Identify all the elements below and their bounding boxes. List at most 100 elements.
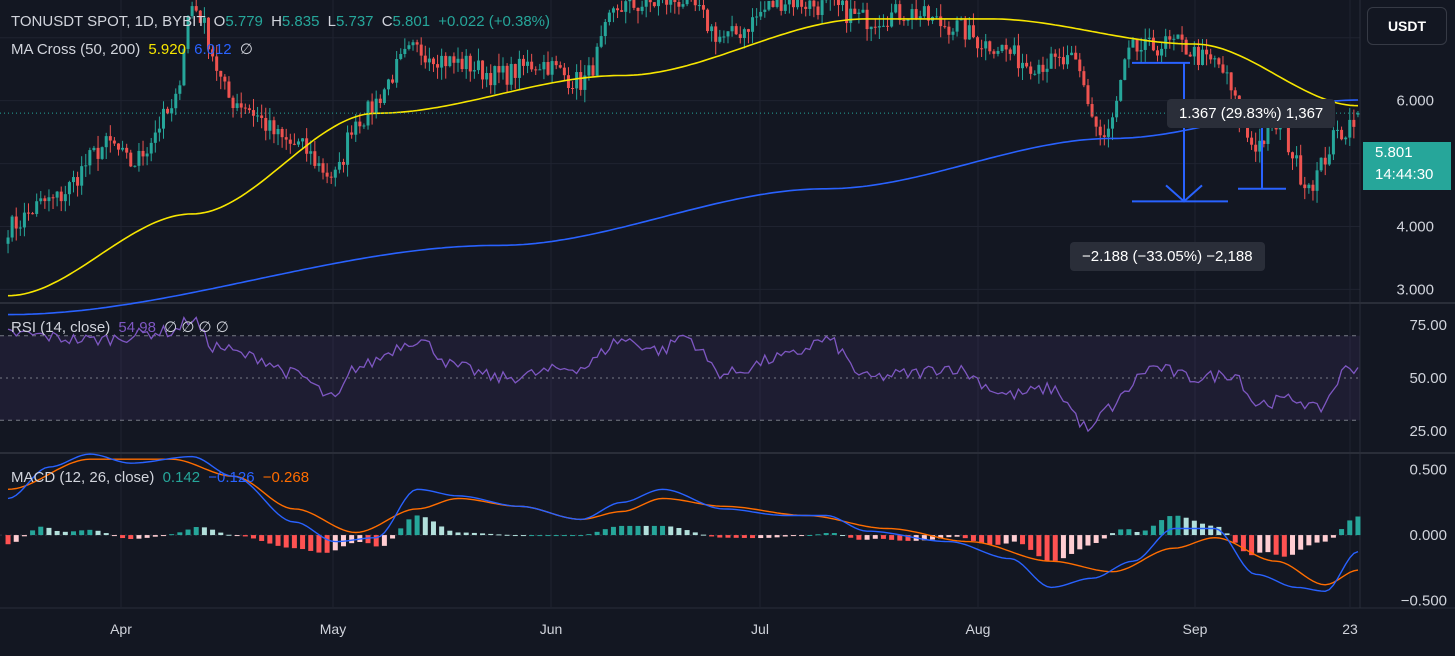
candle-body	[551, 61, 554, 75]
macd-histogram-bar	[161, 535, 166, 536]
macd-histogram-bar	[946, 535, 951, 537]
macd-histogram-bar	[202, 527, 207, 535]
macd-histogram-bar	[971, 535, 976, 541]
candle-body	[776, 0, 779, 7]
macd-legend[interactable]: MACD (12, 26, close) 0.142 −0.126 −0.268	[11, 469, 313, 486]
candle-body	[771, 1, 774, 7]
macd-histogram-bar	[1077, 535, 1082, 549]
candle-body	[1009, 49, 1012, 53]
candle-body	[673, 0, 676, 2]
candle-body	[596, 47, 599, 76]
candle-body	[428, 59, 431, 63]
change-value: +0.022 (+0.38%)	[438, 13, 550, 30]
candle-body	[882, 26, 885, 27]
candle-body	[399, 54, 402, 59]
macd-histogram-bar	[136, 535, 141, 539]
candle-body	[604, 22, 607, 36]
candle-body	[125, 148, 128, 153]
macd-histogram-bar	[276, 535, 281, 546]
macd-histogram-bar	[1200, 524, 1205, 535]
candle-body	[301, 138, 304, 141]
candle-body	[1234, 90, 1237, 95]
candle-body	[432, 59, 435, 65]
candle-body	[383, 89, 386, 103]
candle-body	[154, 133, 157, 143]
macd-histogram-bar	[783, 535, 788, 536]
macd-histogram-bar	[644, 526, 649, 535]
candle-body	[731, 26, 734, 31]
macd-histogram-bar	[995, 535, 1000, 545]
x-tick-label: Apr	[110, 621, 132, 637]
candle-body	[35, 201, 38, 214]
candle-body	[1156, 50, 1159, 55]
candle-body	[407, 45, 410, 49]
macd-histogram-bar	[112, 535, 117, 536]
candle-body	[43, 198, 46, 201]
macd-histogram-bar	[742, 535, 747, 538]
open-value: 5.779	[225, 13, 263, 30]
candle-body	[706, 10, 709, 31]
candle-body	[469, 56, 472, 72]
candle-body	[686, 0, 689, 4]
candle-body	[1352, 120, 1355, 127]
candle-body	[624, 1, 627, 12]
candle-body	[293, 144, 296, 145]
macd-histogram-bar	[1110, 533, 1115, 535]
macd-histogram-bar	[1298, 535, 1303, 550]
rsi-legend[interactable]: RSI (14, close) 54.98 ∅ ∅ ∅ ∅	[11, 318, 233, 336]
candle-body	[1005, 45, 1008, 50]
candle-body	[506, 66, 509, 85]
candle-body	[1091, 104, 1094, 117]
macd-histogram-bar	[701, 535, 706, 536]
measure-down-label: −2.188 (−33.05%) −2,188	[1070, 242, 1265, 271]
candle-body	[1119, 80, 1122, 101]
macd-histogram-bar	[717, 535, 722, 537]
candle-body	[1160, 49, 1163, 56]
symbol-legend[interactable]: TONUSDT SPOT, 1D, BYBIT O5.779 H5.835 L5…	[11, 13, 554, 30]
macd-histogram-bar	[889, 535, 894, 540]
candle-body	[669, 0, 672, 5]
candle-body	[412, 42, 415, 45]
candle-body	[1287, 126, 1290, 152]
candle-body	[784, 4, 787, 10]
candle-body	[1058, 57, 1061, 58]
macd-histogram-bar	[537, 535, 542, 536]
candle-body	[1066, 55, 1069, 64]
candle-body	[1070, 53, 1073, 55]
macd-histogram-bar	[38, 527, 43, 535]
candle-body	[244, 108, 247, 109]
high-value: 5.835	[282, 13, 320, 30]
candle-body	[763, 10, 766, 12]
candle-body	[542, 62, 545, 69]
candle-body	[874, 27, 877, 28]
macd-histogram-bar	[595, 532, 600, 535]
candle-body	[1131, 40, 1134, 48]
candle-body	[7, 238, 10, 244]
candle-body	[1136, 40, 1139, 52]
macd-histogram-bar	[848, 535, 853, 538]
macd-histogram-bar	[807, 535, 812, 536]
macd-histogram-bar	[464, 533, 469, 535]
macd-histogram-bar	[1282, 535, 1287, 557]
close-label: C	[382, 13, 393, 30]
currency-button[interactable]: USDT	[1367, 7, 1447, 45]
macd-value: −0.126	[208, 469, 254, 486]
candle-body	[285, 137, 288, 139]
candle-body	[158, 129, 161, 133]
candle-body	[232, 98, 235, 108]
candle-body	[1082, 71, 1085, 85]
candle-body	[608, 13, 611, 22]
candle-body	[1062, 57, 1065, 64]
macd-histogram-bar	[423, 517, 428, 535]
candle-body	[808, 1, 811, 9]
candle-body	[338, 162, 341, 170]
candle-body	[371, 101, 374, 113]
ma-cross-legend[interactable]: MA Cross (50, 200) 5.920 6.012 ∅	[11, 40, 257, 58]
candle-body	[436, 64, 439, 68]
macd-histogram-bar	[243, 535, 248, 536]
candle-body	[620, 10, 623, 12]
macd-histogram-bar	[521, 535, 526, 536]
candle-body	[767, 1, 770, 10]
macd-histogram-bar	[308, 535, 313, 551]
candle-body	[330, 177, 333, 178]
